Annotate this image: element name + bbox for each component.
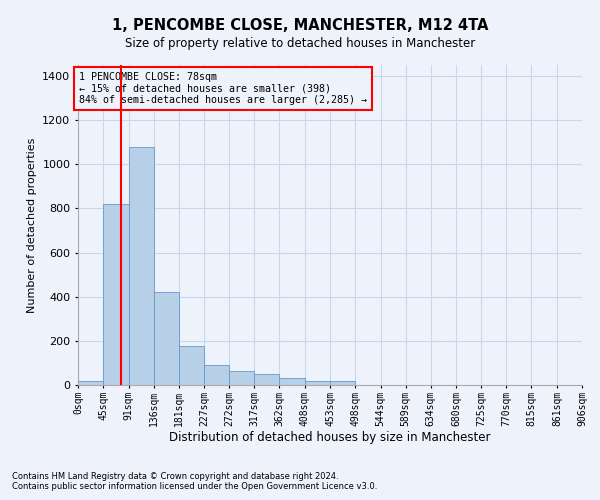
Text: 1, PENCOMBE CLOSE, MANCHESTER, M12 4TA: 1, PENCOMBE CLOSE, MANCHESTER, M12 4TA bbox=[112, 18, 488, 32]
Bar bbox=[179, 346, 204, 385]
Text: Contains HM Land Registry data © Crown copyright and database right 2024.: Contains HM Land Registry data © Crown c… bbox=[12, 472, 338, 481]
Bar bbox=[204, 365, 229, 385]
Bar bbox=[128, 146, 154, 385]
Bar bbox=[103, 204, 128, 385]
Bar bbox=[305, 380, 330, 385]
Bar bbox=[229, 370, 254, 385]
Text: Size of property relative to detached houses in Manchester: Size of property relative to detached ho… bbox=[125, 38, 475, 51]
Bar bbox=[330, 380, 355, 385]
Text: 1 PENCOMBE CLOSE: 78sqm
← 15% of detached houses are smaller (398)
84% of semi-d: 1 PENCOMBE CLOSE: 78sqm ← 15% of detache… bbox=[79, 72, 367, 105]
Bar bbox=[254, 374, 280, 385]
Y-axis label: Number of detached properties: Number of detached properties bbox=[26, 138, 37, 312]
Bar bbox=[280, 378, 305, 385]
Bar bbox=[78, 380, 103, 385]
Text: Contains public sector information licensed under the Open Government Licence v3: Contains public sector information licen… bbox=[12, 482, 377, 491]
X-axis label: Distribution of detached houses by size in Manchester: Distribution of detached houses by size … bbox=[169, 432, 491, 444]
Bar bbox=[154, 292, 179, 385]
